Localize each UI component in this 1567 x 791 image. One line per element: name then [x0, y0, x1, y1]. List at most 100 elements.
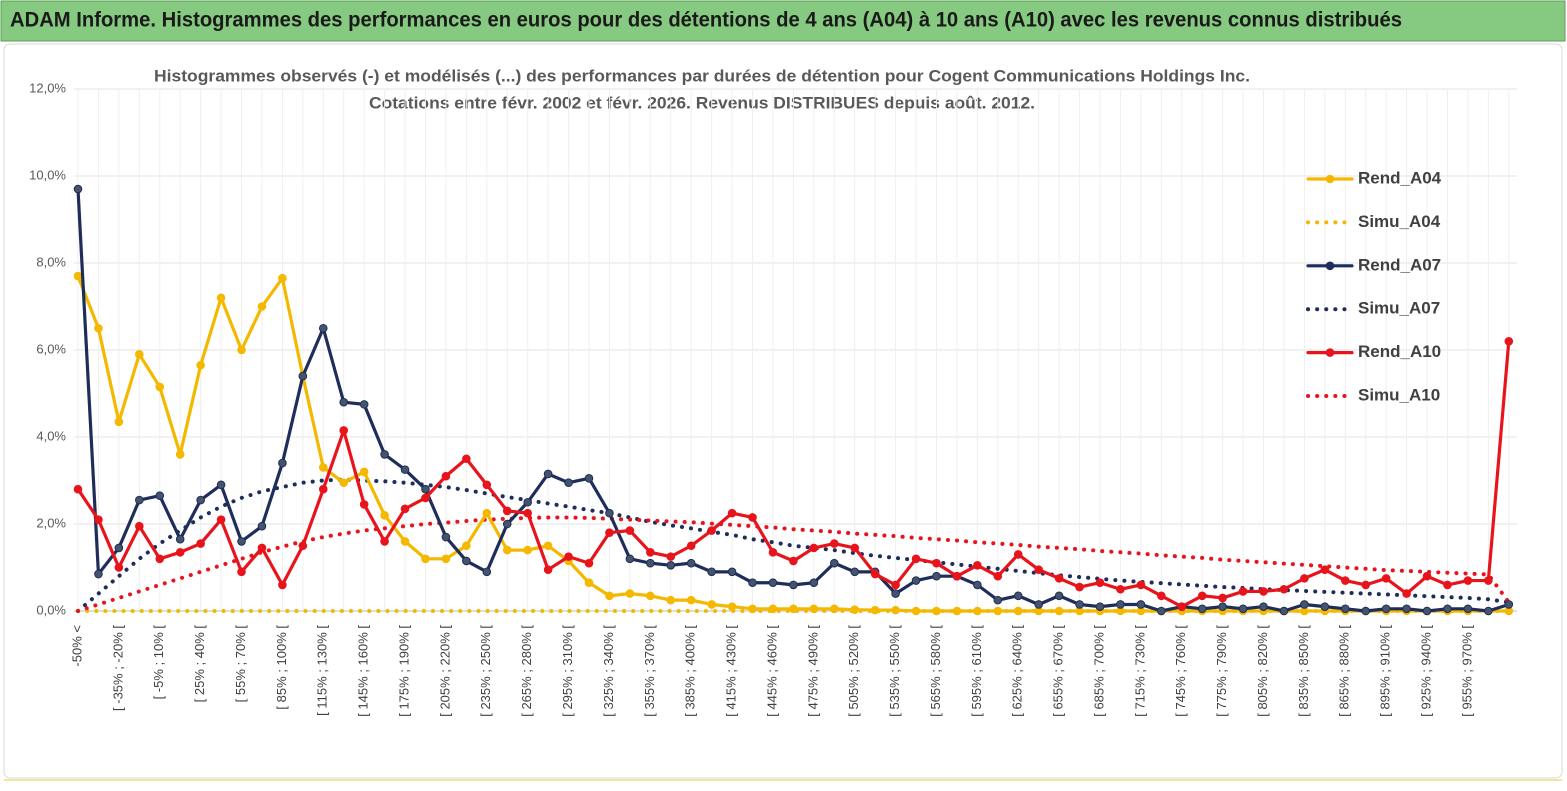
data-point [502, 506, 512, 516]
data-point [973, 561, 982, 570]
data-point [789, 580, 798, 590]
data-point [1136, 580, 1146, 590]
data-point [1013, 550, 1023, 559]
data-point [523, 545, 532, 555]
data-point [1504, 337, 1514, 346]
data-point [339, 426, 349, 435]
x-tick-label: [ 835% ; 850% [ [1296, 625, 1311, 717]
data-point [523, 497, 532, 507]
data-point [1463, 604, 1473, 614]
data-point [891, 580, 900, 590]
data-point [1259, 602, 1268, 611]
data-point [339, 397, 349, 407]
x-tick-label: [ 145% ; 160% [ [356, 625, 371, 717]
data-point [932, 606, 941, 616]
data-point [380, 450, 389, 459]
x-tick-label: [ 445% ; 460% [ [764, 625, 779, 717]
data-point [155, 491, 165, 501]
data-point [707, 567, 716, 577]
data-point [114, 563, 124, 572]
data-point [768, 578, 778, 588]
x-tick-label: [ 205% ; 220% [ [437, 625, 452, 717]
x-tick-label: [ 55% ; 70% [ [233, 625, 248, 703]
data-point [973, 606, 982, 616]
data-point [748, 578, 757, 588]
x-tick-label: [ 505% ; 520% [ [846, 625, 861, 717]
data-point [94, 569, 103, 579]
data-point [155, 382, 165, 392]
y-tick-label: 6,0% [36, 341, 66, 356]
data-point [380, 511, 389, 520]
data-point [1116, 600, 1125, 609]
data-point [73, 184, 83, 194]
data-point [952, 606, 962, 616]
x-tick-label: [ 745% ; 760% [ [1173, 625, 1188, 717]
legend-label: Simu_A07 [1358, 299, 1440, 318]
data-point [441, 554, 451, 564]
data-point [646, 547, 655, 557]
data-point [1443, 604, 1452, 614]
data-point [1116, 584, 1125, 594]
data-point [237, 537, 246, 546]
y-tick-label: 4,0% [36, 428, 66, 443]
data-point [1075, 600, 1084, 609]
x-tick-label: [ 595% ; 610% [ [969, 625, 984, 717]
x-tick-label: [ 625% ; 640% [ [1010, 625, 1025, 717]
x-tick-label: [ 925% ; 940% [ [1418, 625, 1433, 717]
data-point [1443, 580, 1452, 590]
data-point [809, 543, 819, 553]
data-point [196, 495, 205, 505]
data-point [707, 526, 716, 535]
data-point [768, 604, 778, 614]
chart-frame [3, 43, 1563, 779]
page-title: ADAM Informe. Histogrammes des performan… [10, 9, 1402, 32]
data-point [809, 578, 819, 588]
data-point [1484, 576, 1493, 585]
x-tick-label: -50% < [69, 625, 84, 667]
data-point [502, 519, 512, 529]
x-tick-label: [ 175% ; 190% [ [396, 625, 411, 717]
data-point [1279, 606, 1289, 616]
data-point [605, 591, 614, 601]
data-point [829, 604, 839, 614]
data-point [135, 495, 144, 505]
data-point [339, 478, 349, 487]
data-point [257, 543, 267, 553]
y-tick-label: 10,0% [29, 167, 66, 182]
data-point [666, 561, 676, 570]
data-point [1422, 606, 1432, 616]
data-point [175, 547, 185, 557]
x-tick-label: [ 865% ; 880% [ [1337, 625, 1352, 717]
data-point [237, 345, 246, 355]
x-tick-label: [ 685% ; 700% [ [1091, 625, 1106, 717]
data-point [1402, 589, 1411, 598]
data-point [707, 600, 716, 609]
data-point [829, 558, 839, 568]
data-point [237, 567, 246, 577]
data-point [584, 578, 594, 588]
legend-label: Simu_A10 [1358, 385, 1440, 404]
x-tick-label: [ 805% ; 820% [ [1255, 625, 1270, 717]
data-point [686, 558, 696, 568]
x-tick-label: [ 235% ; 250% [ [478, 625, 493, 717]
legend-marker [1325, 174, 1335, 184]
data-point [400, 465, 410, 474]
x-tick-label: [ 775% ; 790% [ [1214, 625, 1229, 717]
data-point [1218, 602, 1227, 611]
data-point [1095, 602, 1105, 611]
data-point [1402, 604, 1411, 614]
data-point [932, 571, 941, 581]
data-point [1340, 576, 1350, 585]
legend-label: Rend_A04 [1358, 168, 1442, 187]
x-tick-label: [ 565% ; 580% [ [928, 625, 943, 717]
x-tick-label: [ 385% ; 400% [ [683, 625, 698, 717]
data-point [1013, 606, 1023, 616]
data-point [1218, 593, 1227, 603]
data-point [1238, 587, 1248, 596]
data-point [441, 532, 451, 542]
data-point [1381, 574, 1391, 583]
data-point [1259, 587, 1268, 596]
data-point [359, 500, 369, 509]
y-tick-label: 0,0% [36, 602, 66, 617]
data-point [257, 302, 267, 311]
